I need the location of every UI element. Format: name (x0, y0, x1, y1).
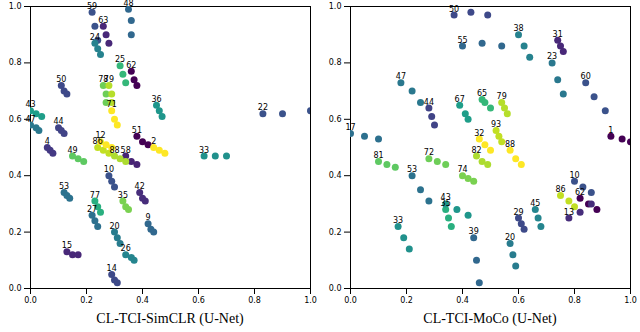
svg-text:0.6: 0.6 (192, 296, 205, 305)
svg-text:13: 13 (564, 208, 574, 217)
svg-text:50: 50 (56, 75, 66, 84)
svg-text:45: 45 (530, 199, 540, 208)
svg-text:71: 71 (107, 100, 117, 109)
svg-text:1.0: 1.0 (304, 296, 317, 305)
svg-text:0.0: 0.0 (344, 296, 357, 305)
svg-text:0.6: 0.6 (329, 115, 342, 124)
svg-text:22: 22 (258, 103, 268, 112)
svg-text:17: 17 (345, 123, 355, 132)
svg-text:77: 77 (90, 191, 100, 200)
svg-text:49: 49 (67, 146, 77, 155)
svg-text:26: 26 (121, 244, 131, 253)
svg-text:15: 15 (62, 241, 72, 250)
svg-text:53: 53 (59, 182, 69, 191)
svg-text:93: 93 (491, 120, 501, 129)
svg-text:4: 4 (45, 137, 50, 146)
svg-text:81: 81 (373, 151, 383, 160)
svg-text:12: 12 (95, 131, 105, 140)
svg-text:0.4: 0.4 (329, 171, 342, 180)
svg-text:63: 63 (98, 16, 108, 25)
svg-text:60: 60 (581, 72, 591, 81)
svg-text:88: 88 (505, 140, 515, 149)
svg-text:36: 36 (151, 95, 161, 104)
svg-text:20: 20 (505, 233, 515, 242)
svg-text:44: 44 (424, 98, 434, 107)
svg-text:33: 33 (199, 146, 209, 155)
svg-text:2: 2 (151, 137, 156, 146)
svg-text:65: 65 (477, 89, 487, 98)
svg-text:0.2: 0.2 (400, 296, 413, 305)
svg-text:44: 44 (53, 117, 63, 126)
svg-text:10: 10 (104, 165, 114, 174)
svg-text:72: 72 (424, 148, 434, 157)
svg-text:58: 58 (121, 146, 131, 155)
svg-text:32: 32 (474, 129, 484, 138)
svg-text:1.0: 1.0 (624, 296, 637, 305)
svg-text:0.0: 0.0 (9, 284, 22, 293)
svg-text:25: 25 (115, 55, 125, 64)
svg-text:1.0: 1.0 (9, 2, 22, 11)
svg-text:47: 47 (396, 72, 406, 81)
svg-text:67: 67 (455, 95, 465, 104)
svg-text:0.0: 0.0 (24, 296, 37, 305)
svg-text:51: 51 (132, 126, 142, 135)
svg-text:74: 74 (457, 165, 467, 174)
svg-text:79: 79 (497, 92, 507, 101)
svg-text:0.4: 0.4 (136, 296, 149, 305)
svg-text:38: 38 (513, 24, 523, 33)
svg-text:62: 62 (575, 188, 585, 197)
svg-text:29: 29 (513, 208, 523, 217)
svg-text:0.8: 0.8 (248, 296, 261, 305)
svg-text:1: 1 (608, 126, 613, 135)
svg-text:88: 88 (109, 146, 119, 155)
svg-text:20: 20 (109, 222, 119, 231)
svg-text:79: 79 (104, 75, 114, 84)
html-text:CL-TCI-SimCLR (U-Net): CL-TCI-SimCLR (U-Net) (96, 311, 244, 326)
svg-text:86: 86 (92, 137, 103, 147)
svg-text:27: 27 (87, 205, 97, 214)
svg-text:0.0: 0.0 (329, 284, 342, 293)
svg-text:86: 86 (555, 185, 565, 194)
svg-text:0.8: 0.8 (9, 58, 22, 67)
svg-text:0.2: 0.2 (329, 228, 342, 237)
svg-text:62: 62 (126, 61, 136, 70)
svg-text:23: 23 (547, 52, 557, 61)
svg-text:0.4: 0.4 (9, 171, 22, 180)
svg-text:42: 42 (135, 182, 145, 191)
svg-text:82: 82 (471, 146, 481, 155)
svg-text:33: 33 (393, 216, 403, 225)
svg-text:1.0: 1.0 (329, 2, 342, 11)
svg-text:9: 9 (146, 213, 151, 222)
svg-text:48: 48 (123, 0, 133, 8)
svg-text:0.6: 0.6 (9, 115, 22, 124)
svg-text:53: 53 (407, 165, 417, 174)
svg-text:39: 39 (469, 227, 479, 236)
svg-text:55: 55 (457, 36, 467, 45)
svg-text:14: 14 (107, 264, 117, 273)
svg-text:0.2: 0.2 (9, 228, 22, 237)
svg-text:0.2: 0.2 (80, 296, 93, 305)
svg-text:35: 35 (440, 199, 451, 209)
svg-text:43: 43 (25, 100, 35, 109)
svg-text:24: 24 (90, 33, 100, 42)
svg-text:43: 43 (441, 193, 451, 202)
svg-text:0.4: 0.4 (456, 296, 469, 305)
svg-text:35: 35 (118, 191, 128, 200)
svg-text:0.8: 0.8 (329, 58, 342, 67)
svg-text:10: 10 (569, 171, 579, 180)
svg-text:0.8: 0.8 (568, 296, 581, 305)
svg-text:59: 59 (87, 2, 97, 11)
svg-text:47: 47 (25, 115, 35, 124)
html-text:CL-TCI-MoCo (U-Net): CL-TCI-MoCo (U-Net) (423, 311, 557, 326)
svg-text:0.6: 0.6 (512, 296, 525, 305)
svg-text:31: 31 (553, 30, 563, 39)
svg-text:50: 50 (449, 5, 459, 14)
